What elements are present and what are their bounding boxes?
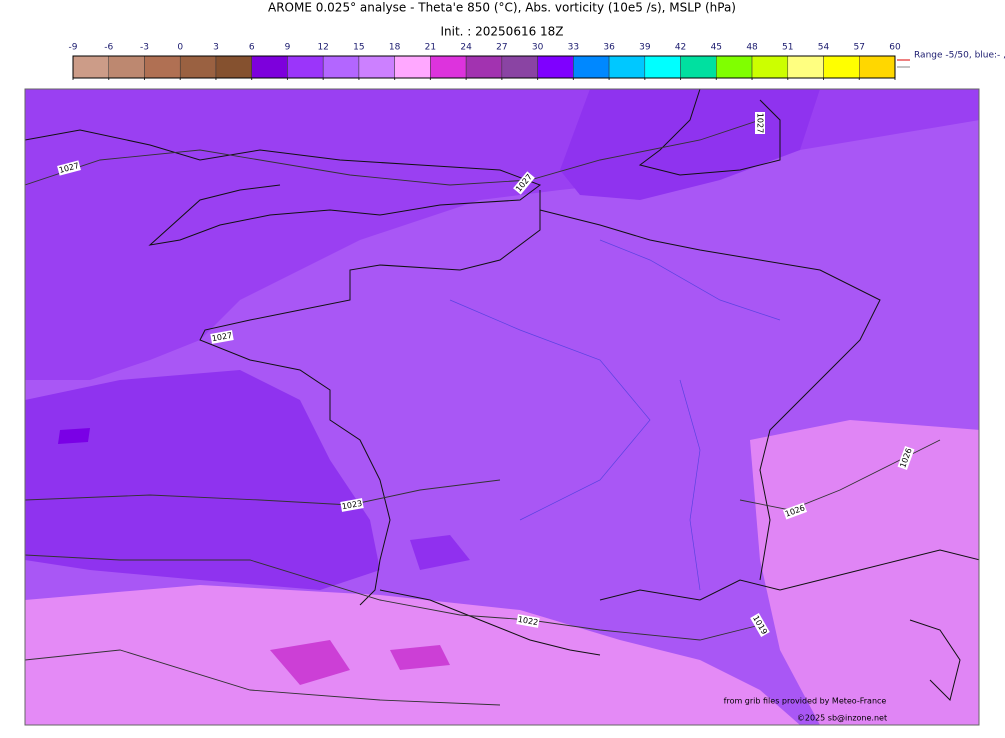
colorbar-segment — [823, 55, 860, 79]
colorbar-tick-label: 45 — [711, 43, 722, 53]
isobar-label-text: 1027 — [211, 331, 233, 343]
colorbar-segment — [573, 55, 610, 79]
colorbar-tick-label: 42 — [675, 43, 686, 53]
colorbar-segment — [644, 55, 681, 79]
legend-note: Range -5/50, blue:- , r — [914, 51, 1005, 61]
colorbar-tick-label: 15 — [353, 43, 364, 53]
isobar — [25, 119, 761, 186]
colorbar-tick-label: 21 — [425, 43, 436, 53]
isobar-label-bg — [750, 612, 770, 638]
region-warm — [750, 420, 979, 725]
colorbar-frame — [72, 55, 896, 79]
coastline — [638, 89, 781, 176]
isobar — [25, 479, 501, 506]
isobar-label: 1022 — [516, 614, 540, 628]
colorbar-tick-label: 0 — [177, 43, 183, 53]
colorbar-tick-label: 9 — [285, 43, 291, 53]
colorbar-tick-label: 57 — [854, 43, 865, 53]
border — [379, 589, 601, 656]
colorbar-segment — [859, 55, 896, 79]
isobar-label-bg — [516, 614, 540, 628]
isobar-label: 1027 — [755, 112, 765, 134]
isobar-label: 1027 — [57, 160, 81, 176]
isobar-label-bg — [897, 445, 915, 471]
isobar-label-bg — [57, 160, 81, 176]
colorbar-segment — [322, 55, 360, 79]
colorbar-tick-label: 18 — [389, 43, 401, 53]
coastline — [909, 619, 961, 701]
colorbar-segment — [72, 55, 109, 79]
colorbar-segment — [680, 55, 717, 79]
region-hot — [390, 645, 450, 670]
colorbar-segment — [287, 55, 324, 79]
coastline — [199, 190, 541, 606]
colorbar-segment — [108, 55, 145, 79]
colorbar-segment — [608, 55, 646, 79]
region-hot — [270, 640, 350, 685]
colorbar-tick-label: 6 — [249, 43, 255, 53]
river — [599, 239, 781, 321]
colorbar-tick-label: 3 — [213, 43, 219, 53]
colorbar-segment — [465, 55, 503, 79]
colorbar-tick-label: -3 — [140, 43, 149, 53]
isobar-label-bg — [755, 112, 765, 134]
coastline — [599, 549, 979, 601]
colorbar-tick-label: -6 — [104, 43, 113, 53]
colorbar-tick-label: 39 — [639, 43, 651, 53]
region-cold — [410, 535, 470, 570]
colorbar-tick-label: 48 — [746, 43, 758, 53]
isobar-label-text: 1023 — [341, 499, 363, 511]
colorbar-segment — [394, 55, 431, 79]
isobar — [25, 649, 501, 706]
river — [449, 299, 651, 521]
colorbar-tick-label: -9 — [69, 43, 78, 53]
isobar-label-bg — [513, 171, 535, 195]
colorbar-tick-label: 33 — [568, 43, 579, 53]
colorbar-tick-label: 27 — [496, 43, 507, 53]
colorbar-tick-label: 54 — [818, 43, 830, 53]
colorbar-segment — [716, 55, 753, 79]
colorbar-segment — [358, 55, 395, 79]
isobar — [25, 554, 761, 641]
colorbar-tick-label: 12 — [317, 43, 328, 53]
colorbar-tick-label: 30 — [532, 43, 544, 53]
border — [539, 209, 881, 581]
isobar-label: 1023 — [340, 498, 364, 512]
colorbar-segment — [215, 55, 252, 79]
title: AROME 0.025° analyse - Theta'e 850 (°C),… — [268, 1, 736, 15]
isobar-label-text: 1027 — [756, 113, 765, 133]
isobar-label-bg — [782, 502, 808, 520]
isobar-label-text: 1022 — [517, 615, 539, 627]
isobar-label-bg — [340, 498, 364, 512]
colorbar-tick-label: 36 — [603, 43, 615, 53]
credit: from grib files provided by Meteo-France — [724, 697, 887, 706]
colorbar-segment — [501, 55, 538, 79]
colorbar-tick-label: 60 — [889, 43, 901, 53]
region-cold — [58, 428, 90, 444]
colorbar-segment — [144, 55, 181, 79]
colorbar-segment — [751, 55, 789, 79]
colorbar-tick-label: 51 — [782, 43, 793, 53]
colorbar: -9 -6 -3 0 3 6 9 12 15 18 21 24 27 30 33 36 39 42 45 48 51 54… — [69, 43, 901, 80]
coastline — [25, 129, 542, 246]
colorbar-segment — [430, 55, 467, 79]
isobar-label-bg — [210, 330, 234, 344]
map-frame — [24, 88, 980, 726]
init-time: Init. : 20250616 18Z — [440, 25, 563, 39]
isobar — [739, 439, 941, 511]
colorbar-segment — [179, 55, 217, 79]
colorbar-tick-label: 24 — [460, 43, 472, 53]
river — [679, 379, 701, 591]
isobar-label: 1027 — [210, 330, 234, 344]
region-dark — [25, 370, 380, 590]
colorbar-segment — [787, 55, 824, 79]
colorbar-segment — [251, 55, 288, 79]
credit: ©2025 sb@inzone.net — [797, 714, 887, 723]
colorbar-segment — [537, 55, 574, 79]
